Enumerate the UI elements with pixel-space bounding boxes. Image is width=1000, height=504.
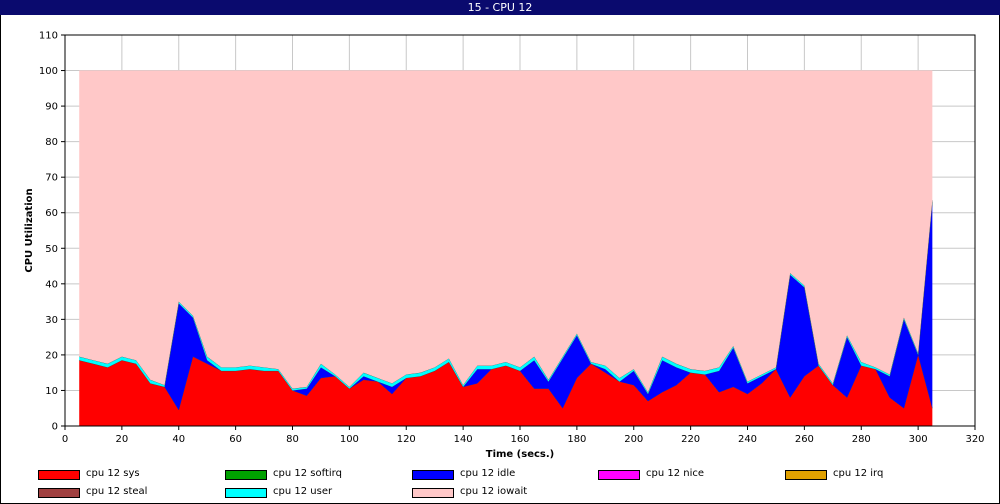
y-tick-label: 20: [45, 350, 58, 361]
legend-label-steal: cpu 12 steal: [86, 486, 148, 497]
x-tick-label: 40: [172, 434, 185, 445]
y-tick-label: 0: [52, 422, 58, 433]
legend-label-idle: cpu 12 idle: [460, 468, 516, 479]
y-tick-label: 40: [45, 279, 58, 290]
y-tick-label: 110: [39, 31, 58, 42]
x-tick-label: 220: [681, 434, 700, 445]
x-tick-label: 120: [397, 434, 416, 445]
x-tick-label: 260: [795, 434, 814, 445]
legend-label-iowait: cpu 12 iowait: [460, 486, 528, 497]
y-axis-title: CPU Utilization: [24, 188, 35, 272]
x-axis-title: Time (secs.): [486, 449, 555, 460]
x-tick-label: 80: [286, 434, 299, 445]
legend-label-sys: cpu 12 sys: [86, 468, 140, 479]
x-tick-label: 160: [510, 434, 529, 445]
area-cpu-12-idle: [79, 202, 933, 411]
area-cpu-12-sys: [79, 354, 933, 426]
chart-svg: 0 20 40 60 80 100 120 140 160 180 200 220 240 260 280 3…: [24, 31, 985, 461]
x-tick-label: 320: [965, 434, 984, 445]
legend-swatch-steal: [38, 488, 80, 498]
y-tick-label: 70: [45, 173, 58, 184]
x-tick-label: 200: [624, 434, 643, 445]
y-tick-label: 80: [45, 137, 58, 148]
y-tick-label: 60: [45, 208, 58, 219]
legend-swatch-user: [225, 488, 267, 498]
legend-swatch-nice: [598, 470, 640, 480]
y-tick-label: 50: [45, 244, 58, 255]
legend: cpu 12 sys cpu 12 softirq cpu 12 idle cp…: [0, 462, 1000, 504]
window-title: 15 - CPU 12: [0, 0, 1000, 15]
legend-swatch-iowait: [412, 488, 454, 498]
legend-swatch-softirq: [225, 470, 267, 480]
y-tick-label: 90: [45, 102, 58, 113]
x-tick-label: 20: [116, 434, 129, 445]
legend-label-user: cpu 12 user: [273, 486, 333, 497]
x-tick-label: 280: [852, 434, 871, 445]
legend-swatch-sys: [38, 470, 80, 480]
x-tick-label: 100: [340, 434, 359, 445]
y-tick-label: 10: [45, 386, 58, 397]
x-tick-label: 300: [909, 434, 928, 445]
y-tick-label: 30: [45, 315, 58, 326]
legend-swatch-idle: [412, 470, 454, 480]
x-tick-label: 180: [567, 434, 586, 445]
legend-label-softirq: cpu 12 softirq: [273, 468, 342, 479]
x-tick-label: 60: [229, 434, 242, 445]
x-tick-label: 0: [62, 434, 68, 445]
x-tick-label: 240: [738, 434, 757, 445]
x-tick-label: 140: [454, 434, 473, 445]
area-cpu-12-iowait: [79, 70, 933, 393]
y-tick-label: 100: [39, 66, 58, 77]
legend-label-irq: cpu 12 irq: [833, 468, 884, 479]
legend-swatch-irq: [785, 470, 827, 480]
legend-label-nice: cpu 12 nice: [646, 468, 705, 479]
